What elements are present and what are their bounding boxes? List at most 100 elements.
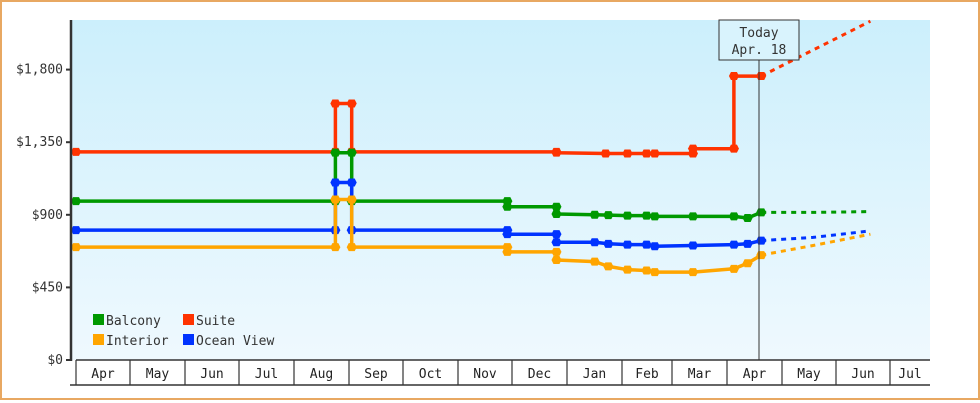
x-tick-label: Jan bbox=[583, 367, 606, 382]
x-tick-label: May bbox=[797, 367, 821, 382]
legend-label: Suite bbox=[196, 314, 235, 329]
data-point[interactable] bbox=[742, 259, 753, 268]
legend-label: Ocean View bbox=[196, 334, 274, 349]
y-axis: $0 $450 $900 $1,350 $1,800 bbox=[16, 20, 73, 368]
today-label: Today bbox=[739, 26, 778, 41]
data-point[interactable] bbox=[551, 247, 562, 256]
plot-area bbox=[72, 20, 930, 360]
x-tick-label: Jun bbox=[200, 367, 223, 382]
data-point[interactable] bbox=[589, 257, 600, 266]
x-tick-label: Mar bbox=[688, 367, 712, 382]
data-point[interactable] bbox=[346, 148, 357, 157]
data-point[interactable] bbox=[603, 262, 614, 271]
data-point[interactable] bbox=[649, 149, 660, 158]
y-tick-label: $1,800 bbox=[16, 63, 63, 78]
data-point[interactable] bbox=[346, 243, 357, 252]
data-point[interactable] bbox=[551, 238, 562, 247]
data-point[interactable] bbox=[687, 241, 698, 250]
legend: Balcony Suite Interior Ocean View bbox=[93, 314, 274, 349]
data-point[interactable] bbox=[551, 209, 562, 218]
data-point[interactable] bbox=[551, 148, 562, 157]
legend-swatch bbox=[93, 314, 104, 325]
data-point[interactable] bbox=[641, 149, 652, 158]
legend-item-interior[interactable]: Interior bbox=[93, 334, 169, 349]
legend-swatch bbox=[183, 334, 194, 345]
price-history-chart: Today Apr. 18 $0 $450 $900 $1,350 $1,800 Apr M… bbox=[16, 19, 930, 386]
x-tick-label: Jul bbox=[898, 367, 921, 382]
data-point[interactable] bbox=[346, 99, 357, 108]
x-tick-label: Apr bbox=[743, 367, 767, 382]
x-tick-label: Aug bbox=[310, 367, 333, 382]
data-point[interactable] bbox=[622, 265, 633, 274]
data-point[interactable] bbox=[330, 243, 341, 252]
data-point[interactable] bbox=[330, 148, 341, 157]
data-point[interactable] bbox=[742, 239, 753, 248]
data-point[interactable] bbox=[742, 214, 753, 223]
data-point[interactable] bbox=[502, 202, 513, 211]
data-point[interactable] bbox=[649, 242, 660, 251]
series-ocean-view bbox=[71, 178, 871, 251]
y-tick-label: $450 bbox=[32, 280, 63, 295]
legend-item-balcony[interactable]: Balcony bbox=[93, 314, 161, 329]
legend-swatch bbox=[93, 334, 104, 345]
legend-item-ocean-view[interactable]: Ocean View bbox=[183, 334, 274, 349]
data-point[interactable] bbox=[551, 202, 562, 211]
x-tick-label: Jun bbox=[851, 367, 874, 382]
data-point[interactable] bbox=[589, 238, 600, 247]
data-point[interactable] bbox=[641, 211, 652, 220]
data-point[interactable] bbox=[756, 72, 767, 81]
data-point[interactable] bbox=[330, 195, 341, 204]
x-tick-label: Feb bbox=[635, 367, 659, 382]
data-point[interactable] bbox=[728, 72, 739, 81]
data-point[interactable] bbox=[330, 178, 341, 187]
data-point[interactable] bbox=[71, 226, 81, 235]
data-point[interactable] bbox=[756, 251, 767, 260]
legend-label: Balcony bbox=[106, 314, 161, 329]
data-point[interactable] bbox=[687, 212, 698, 221]
legend-label: Interior bbox=[106, 334, 169, 349]
data-point[interactable] bbox=[603, 211, 614, 220]
data-point[interactable] bbox=[71, 197, 81, 206]
data-point[interactable] bbox=[502, 230, 513, 239]
data-point[interactable] bbox=[71, 243, 81, 252]
y-tick-label: $1,350 bbox=[16, 135, 63, 150]
data-point[interactable] bbox=[71, 147, 81, 156]
x-tick-label: May bbox=[146, 367, 170, 382]
x-tick-label: Nov bbox=[473, 367, 497, 382]
data-point[interactable] bbox=[330, 99, 341, 108]
data-point[interactable] bbox=[622, 240, 633, 249]
data-point[interactable] bbox=[649, 268, 660, 277]
data-point[interactable] bbox=[622, 149, 633, 158]
legend-item-suite[interactable]: Suite bbox=[183, 314, 235, 329]
data-point[interactable] bbox=[756, 208, 767, 217]
data-point[interactable] bbox=[641, 240, 652, 249]
data-point[interactable] bbox=[622, 211, 633, 220]
x-axis: Apr May Jun Jul Aug Sep Oct Nov Dec Jan Feb Mar Apr M… bbox=[70, 359, 930, 386]
data-point[interactable] bbox=[551, 230, 562, 239]
data-point[interactable] bbox=[551, 255, 562, 264]
y-tick-label: $900 bbox=[32, 208, 63, 223]
data-point[interactable] bbox=[600, 149, 611, 158]
data-point[interactable] bbox=[728, 144, 739, 153]
x-tick-label: Oct bbox=[419, 367, 442, 382]
data-point[interactable] bbox=[728, 212, 739, 221]
data-point[interactable] bbox=[728, 264, 739, 273]
data-point[interactable] bbox=[756, 236, 767, 245]
data-point[interactable] bbox=[687, 268, 698, 277]
legend-swatch bbox=[183, 314, 194, 325]
x-tick-label: Apr bbox=[91, 367, 115, 382]
data-point[interactable] bbox=[502, 247, 513, 256]
data-point[interactable] bbox=[346, 195, 357, 204]
data-point[interactable] bbox=[603, 239, 614, 248]
data-point[interactable] bbox=[687, 144, 698, 153]
data-point[interactable] bbox=[728, 240, 739, 249]
today-marker: Today Apr. 18 bbox=[718, 19, 800, 360]
data-point[interactable] bbox=[346, 178, 357, 187]
data-point[interactable] bbox=[649, 212, 660, 221]
data-point[interactable] bbox=[589, 210, 600, 219]
x-tick-label: Jul bbox=[255, 367, 278, 382]
data-point[interactable] bbox=[641, 266, 652, 275]
y-tick-label: $0 bbox=[47, 353, 63, 368]
today-box bbox=[718, 19, 800, 61]
